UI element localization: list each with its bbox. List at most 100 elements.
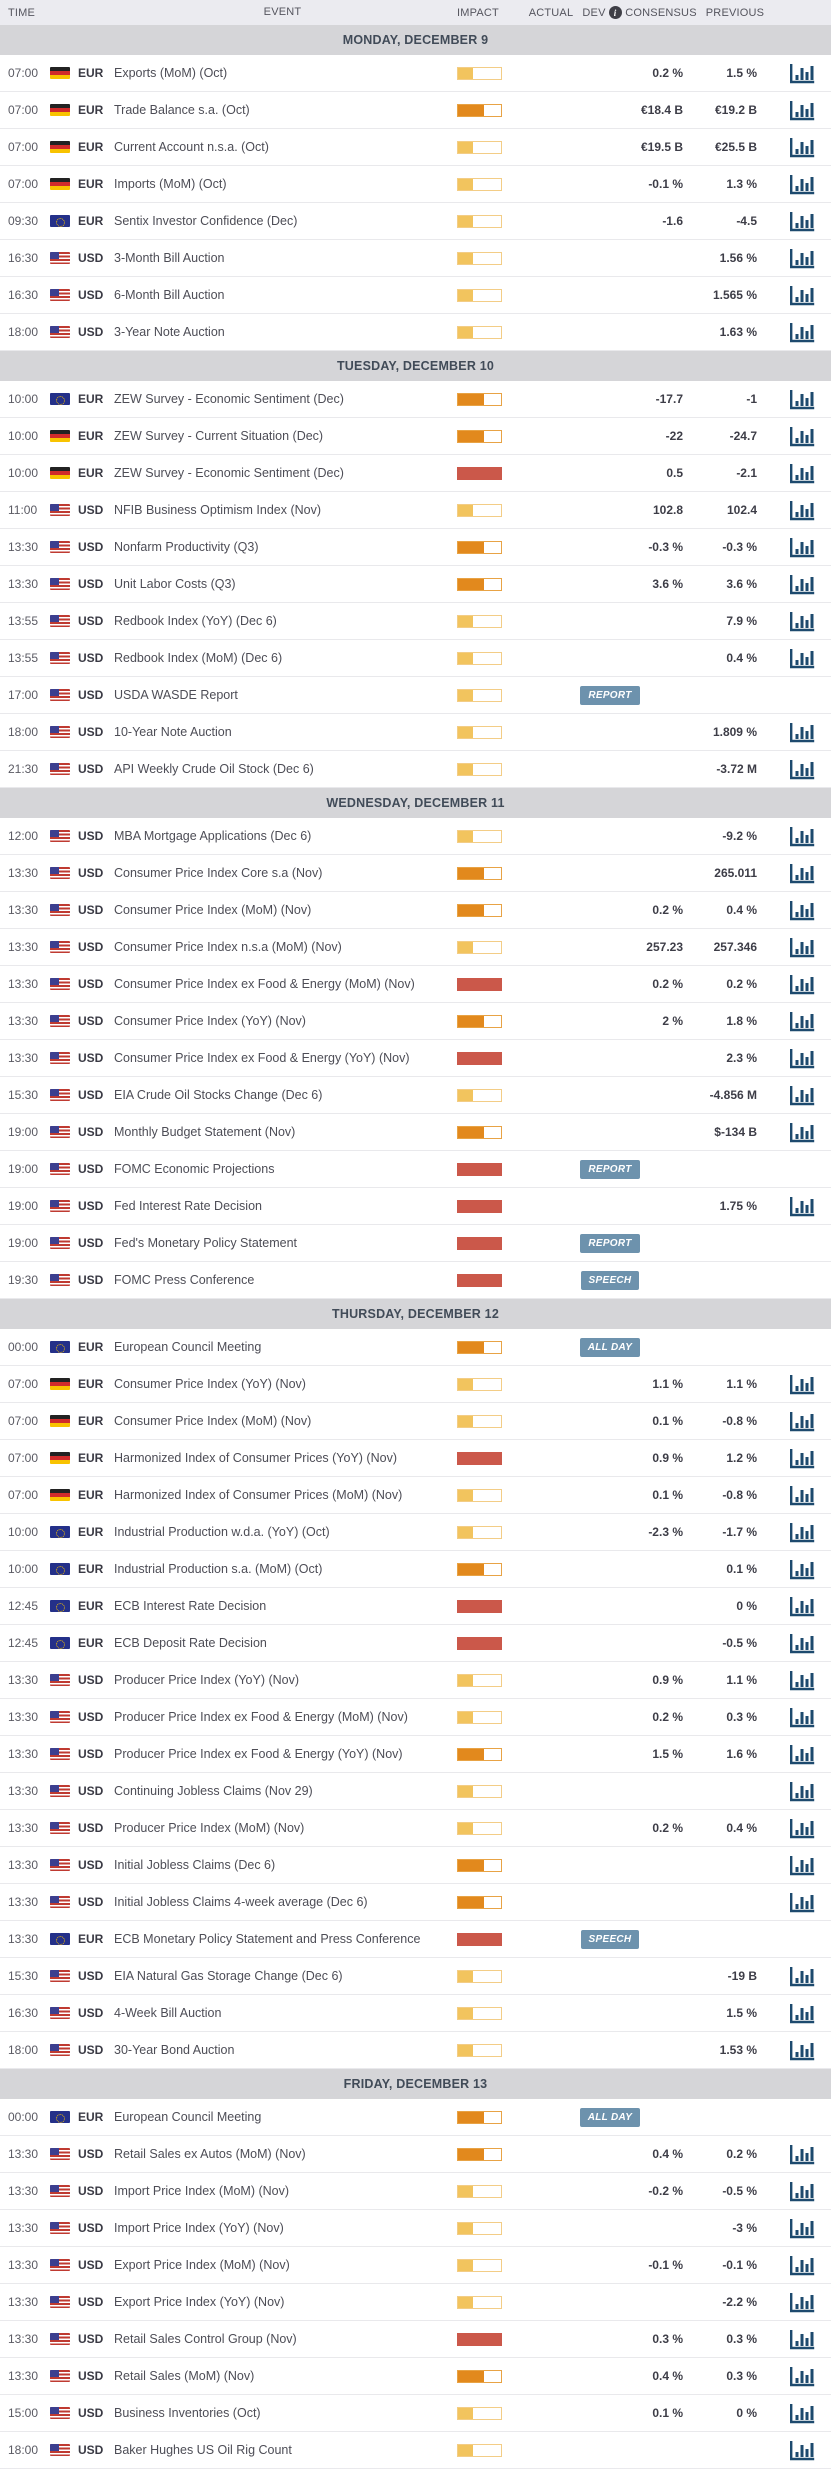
history-chart-button[interactable]: [789, 2329, 816, 2350]
event-row[interactable]: 18:00 USD 3-Year Note Auction 1.63 %: [0, 314, 831, 351]
event-row[interactable]: 13:30 USD Producer Price Index (MoM) (No…: [0, 1810, 831, 1847]
history-chart-button[interactable]: [789, 1196, 816, 1217]
event-row[interactable]: 17:00 USD USDA WASDE Report REPORT: [0, 677, 831, 714]
history-chart-button[interactable]: [789, 759, 816, 780]
history-chart-button[interactable]: [789, 426, 816, 447]
history-chart-button[interactable]: [789, 937, 816, 958]
history-chart-button[interactable]: [789, 322, 816, 343]
event-row[interactable]: 13:30 USD Export Price Index (YoY) (Nov)…: [0, 2284, 831, 2321]
history-chart-button[interactable]: [789, 537, 816, 558]
history-chart-button[interactable]: [789, 1670, 816, 1691]
history-chart-button[interactable]: [789, 500, 816, 521]
history-chart-button[interactable]: [789, 1855, 816, 1876]
event-row[interactable]: 12:00 USD MBA Mortgage Applications (Dec…: [0, 818, 831, 855]
history-chart-button[interactable]: [789, 2292, 816, 2313]
event-row[interactable]: 00:00 EUR European Council Meeting ALL D…: [0, 2099, 831, 2136]
history-chart-button[interactable]: [789, 248, 816, 269]
history-chart-button[interactable]: [789, 2255, 816, 2276]
event-row[interactable]: 13:30 USD Consumer Price Index ex Food &…: [0, 1040, 831, 1077]
event-row[interactable]: 15:30 USD EIA Natural Gas Storage Change…: [0, 1958, 831, 1995]
history-chart-button[interactable]: [789, 389, 816, 410]
history-chart-button[interactable]: [789, 2440, 816, 2461]
event-row[interactable]: 13:30 USD Consumer Price Index (MoM) (No…: [0, 892, 831, 929]
history-chart-button[interactable]: [789, 2144, 816, 2165]
history-chart-button[interactable]: [789, 1633, 816, 1654]
history-chart-button[interactable]: [789, 2403, 816, 2424]
history-chart-button[interactable]: [789, 1744, 816, 1765]
history-chart-button[interactable]: [789, 2003, 816, 2024]
history-chart-button[interactable]: [789, 1707, 816, 1728]
event-row[interactable]: 07:00 EUR Consumer Price Index (MoM) (No…: [0, 1403, 831, 1440]
event-row[interactable]: 13:30 USD Import Price Index (YoY) (Nov)…: [0, 2210, 831, 2247]
event-row[interactable]: 16:30 USD 3-Month Bill Auction 1.56 %: [0, 240, 831, 277]
history-chart-button[interactable]: [789, 974, 816, 995]
history-chart-button[interactable]: [789, 1818, 816, 1839]
event-row[interactable]: 13:30 USD Consumer Price Index (YoY) (No…: [0, 1003, 831, 1040]
history-chart-button[interactable]: [789, 722, 816, 743]
history-chart-button[interactable]: [789, 1892, 816, 1913]
history-chart-button[interactable]: [789, 1448, 816, 1469]
history-chart-button[interactable]: [789, 2040, 816, 2061]
event-row[interactable]: 13:30 USD Export Price Index (MoM) (Nov)…: [0, 2247, 831, 2284]
history-chart-button[interactable]: [789, 574, 816, 595]
history-chart-button[interactable]: [789, 63, 816, 84]
event-row[interactable]: 13:30 USD Consumer Price Index Core s.a …: [0, 855, 831, 892]
event-row[interactable]: 07:00 EUR Current Account n.s.a. (Oct) €…: [0, 129, 831, 166]
event-row[interactable]: 10:00 EUR Industrial Production w.d.a. (…: [0, 1514, 831, 1551]
history-chart-button[interactable]: [789, 648, 816, 669]
event-row[interactable]: 07:00 EUR Consumer Price Index (YoY) (No…: [0, 1366, 831, 1403]
history-chart-button[interactable]: [789, 137, 816, 158]
history-chart-button[interactable]: [789, 863, 816, 884]
history-chart-button[interactable]: [789, 1122, 816, 1143]
event-row[interactable]: 13:55 USD Redbook Index (YoY) (Dec 6) 7.…: [0, 603, 831, 640]
event-row[interactable]: 19:30 USD FOMC Press Conference SPEECH: [0, 1262, 831, 1299]
event-row[interactable]: 13:30 USD Import Price Index (MoM) (Nov)…: [0, 2173, 831, 2210]
history-chart-button[interactable]: [789, 211, 816, 232]
event-row[interactable]: 13:30 USD Producer Price Index ex Food &…: [0, 1699, 831, 1736]
event-type-badge[interactable]: ALL DAY: [579, 2107, 641, 2127]
history-chart-button[interactable]: [789, 2366, 816, 2387]
event-type-badge[interactable]: REPORT: [580, 685, 640, 705]
event-type-badge[interactable]: SPEECH: [580, 1270, 640, 1290]
history-chart-button[interactable]: [789, 826, 816, 847]
event-row[interactable]: 00:00 EUR European Council Meeting ALL D…: [0, 1329, 831, 1366]
history-chart-button[interactable]: [789, 1048, 816, 1069]
event-type-badge[interactable]: REPORT: [580, 1233, 640, 1253]
event-type-badge[interactable]: SPEECH: [580, 1929, 640, 1949]
event-row[interactable]: 19:00 USD Monthly Budget Statement (Nov)…: [0, 1114, 831, 1151]
event-row[interactable]: 12:45 EUR ECB Deposit Rate Decision -0.5…: [0, 1625, 831, 1662]
event-row[interactable]: 13:30 USD Retail Sales (MoM) (Nov) 0.4 %…: [0, 2358, 831, 2395]
event-row[interactable]: 18:00 USD Baker Hughes US Oil Rig Count: [0, 2432, 831, 2469]
event-row[interactable]: 13:30 USD Consumer Price Index ex Food &…: [0, 966, 831, 1003]
event-row[interactable]: 15:30 USD EIA Crude Oil Stocks Change (D…: [0, 1077, 831, 1114]
event-row[interactable]: 19:00 USD Fed Interest Rate Decision 1.7…: [0, 1188, 831, 1225]
event-row[interactable]: 10:00 EUR ZEW Survey - Economic Sentimen…: [0, 381, 831, 418]
event-row[interactable]: 13:55 USD Redbook Index (MoM) (Dec 6) 0.…: [0, 640, 831, 677]
event-row[interactable]: 13:30 USD Retail Sales ex Autos (MoM) (N…: [0, 2136, 831, 2173]
event-row[interactable]: 13:30 USD Continuing Jobless Claims (Nov…: [0, 1773, 831, 1810]
history-chart-button[interactable]: [789, 1411, 816, 1432]
history-chart-button[interactable]: [789, 1522, 816, 1543]
history-chart-button[interactable]: [789, 611, 816, 632]
event-row[interactable]: 15:00 USD Business Inventories (Oct) 0.1…: [0, 2395, 831, 2432]
event-row[interactable]: 13:30 USD Unit Labor Costs (Q3) 3.6 % 3.…: [0, 566, 831, 603]
history-chart-button[interactable]: [789, 1374, 816, 1395]
event-row[interactable]: 07:00 EUR Harmonized Index of Consumer P…: [0, 1477, 831, 1514]
event-row[interactable]: 21:30 USD API Weekly Crude Oil Stock (De…: [0, 751, 831, 788]
event-row[interactable]: 10:00 EUR ZEW Survey - Economic Sentimen…: [0, 455, 831, 492]
history-chart-button[interactable]: [789, 2181, 816, 2202]
history-chart-button[interactable]: [789, 1966, 816, 1987]
event-row[interactable]: 13:30 USD Initial Jobless Claims (Dec 6): [0, 1847, 831, 1884]
event-row[interactable]: 13:30 USD Nonfarm Productivity (Q3) -0.3…: [0, 529, 831, 566]
history-chart-button[interactable]: [789, 285, 816, 306]
event-row[interactable]: 13:30 USD Producer Price Index ex Food &…: [0, 1736, 831, 1773]
event-type-badge[interactable]: REPORT: [580, 1159, 640, 1179]
event-row[interactable]: 10:00 EUR Industrial Production s.a. (Mo…: [0, 1551, 831, 1588]
event-row[interactable]: 13:30 USD Retail Sales Control Group (No…: [0, 2321, 831, 2358]
event-row[interactable]: 07:00 EUR Harmonized Index of Consumer P…: [0, 1440, 831, 1477]
event-row[interactable]: 16:30 USD 6-Month Bill Auction 1.565 %: [0, 277, 831, 314]
event-row[interactable]: 13:30 USD Initial Jobless Claims 4-week …: [0, 1884, 831, 1921]
event-row[interactable]: 16:30 USD 4-Week Bill Auction 1.5 %: [0, 1995, 831, 2032]
event-row[interactable]: 10:00 EUR ZEW Survey - Current Situation…: [0, 418, 831, 455]
event-row[interactable]: 13:30 USD Producer Price Index (YoY) (No…: [0, 1662, 831, 1699]
